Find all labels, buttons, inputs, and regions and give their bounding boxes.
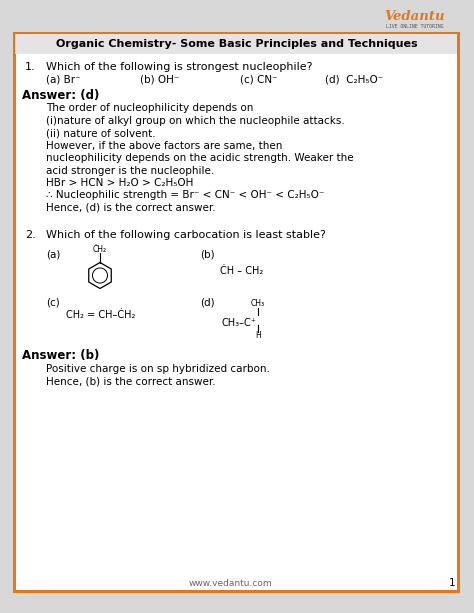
Text: acid stronger is the nucleophile.: acid stronger is the nucleophile. [46, 166, 214, 175]
Text: H: H [255, 332, 261, 340]
Text: nucleophilicity depends on the acidic strength. Weaker the: nucleophilicity depends on the acidic st… [46, 153, 354, 163]
Text: Hence, (b) is the correct answer.: Hence, (b) is the correct answer. [46, 376, 216, 387]
Text: ∴ Nucleophilic strength = Br⁻ < CN⁻ < OH⁻ < C₂H₅O⁻: ∴ Nucleophilic strength = Br⁻ < CN⁻ < OH… [46, 191, 324, 200]
FancyBboxPatch shape [15, 34, 457, 54]
Text: Answer: (d): Answer: (d) [22, 89, 100, 102]
Text: ĊH – CH₂: ĊH – CH₂ [220, 265, 263, 275]
Text: 1.: 1. [25, 62, 36, 72]
Text: (b) OH⁻: (b) OH⁻ [140, 75, 179, 85]
Text: (d)  C₂H₅O⁻: (d) C₂H₅O⁻ [325, 75, 383, 85]
Text: Positive charge is on sp hybridized carbon.: Positive charge is on sp hybridized carb… [46, 364, 270, 373]
Text: www.vedantu.com: www.vedantu.com [188, 579, 272, 587]
Text: Which of the following is strongest nucleophile?: Which of the following is strongest nucl… [46, 62, 312, 72]
Text: HBr > HCN > H₂O > C₂H₅OH: HBr > HCN > H₂O > C₂H₅OH [46, 178, 193, 188]
Text: Answer: (b): Answer: (b) [22, 349, 100, 362]
Text: Which of the following carbocation is least stable?: Which of the following carbocation is le… [46, 229, 326, 240]
Text: CH₂ = CH–ĊH₂: CH₂ = CH–ĊH₂ [66, 310, 136, 319]
Text: ĊH₂: ĊH₂ [93, 245, 107, 254]
Text: The order of nucleophilicity depends on: The order of nucleophilicity depends on [46, 103, 254, 113]
Text: CH₃–C⁺: CH₃–C⁺ [222, 318, 257, 327]
Text: 2.: 2. [25, 229, 36, 240]
Text: LIVE ONLINE TUTORING: LIVE ONLINE TUTORING [386, 25, 444, 29]
Text: Hence, (d) is the correct answer.: Hence, (d) is the correct answer. [46, 203, 216, 213]
Text: However, if the above factors are same, then: However, if the above factors are same, … [46, 140, 283, 151]
Text: (c): (c) [46, 297, 60, 308]
Text: (a) Br⁻: (a) Br⁻ [46, 75, 81, 85]
Text: Organic Chemistry- Some Basic Principles and Techniques: Organic Chemistry- Some Basic Principles… [56, 39, 418, 49]
Text: 1: 1 [449, 578, 456, 588]
FancyBboxPatch shape [14, 33, 458, 591]
Text: (a): (a) [46, 249, 60, 259]
Text: (b): (b) [200, 249, 215, 259]
Text: (ii) nature of solvent.: (ii) nature of solvent. [46, 128, 155, 138]
Text: Vedantu: Vedantu [385, 10, 445, 23]
Circle shape [175, 188, 405, 418]
Text: (i)nature of alkyl group on which the nucleophile attacks.: (i)nature of alkyl group on which the nu… [46, 115, 345, 126]
Text: (d): (d) [200, 297, 215, 308]
Text: (c) CN⁻: (c) CN⁻ [240, 75, 278, 85]
Text: CH₃: CH₃ [251, 300, 265, 308]
